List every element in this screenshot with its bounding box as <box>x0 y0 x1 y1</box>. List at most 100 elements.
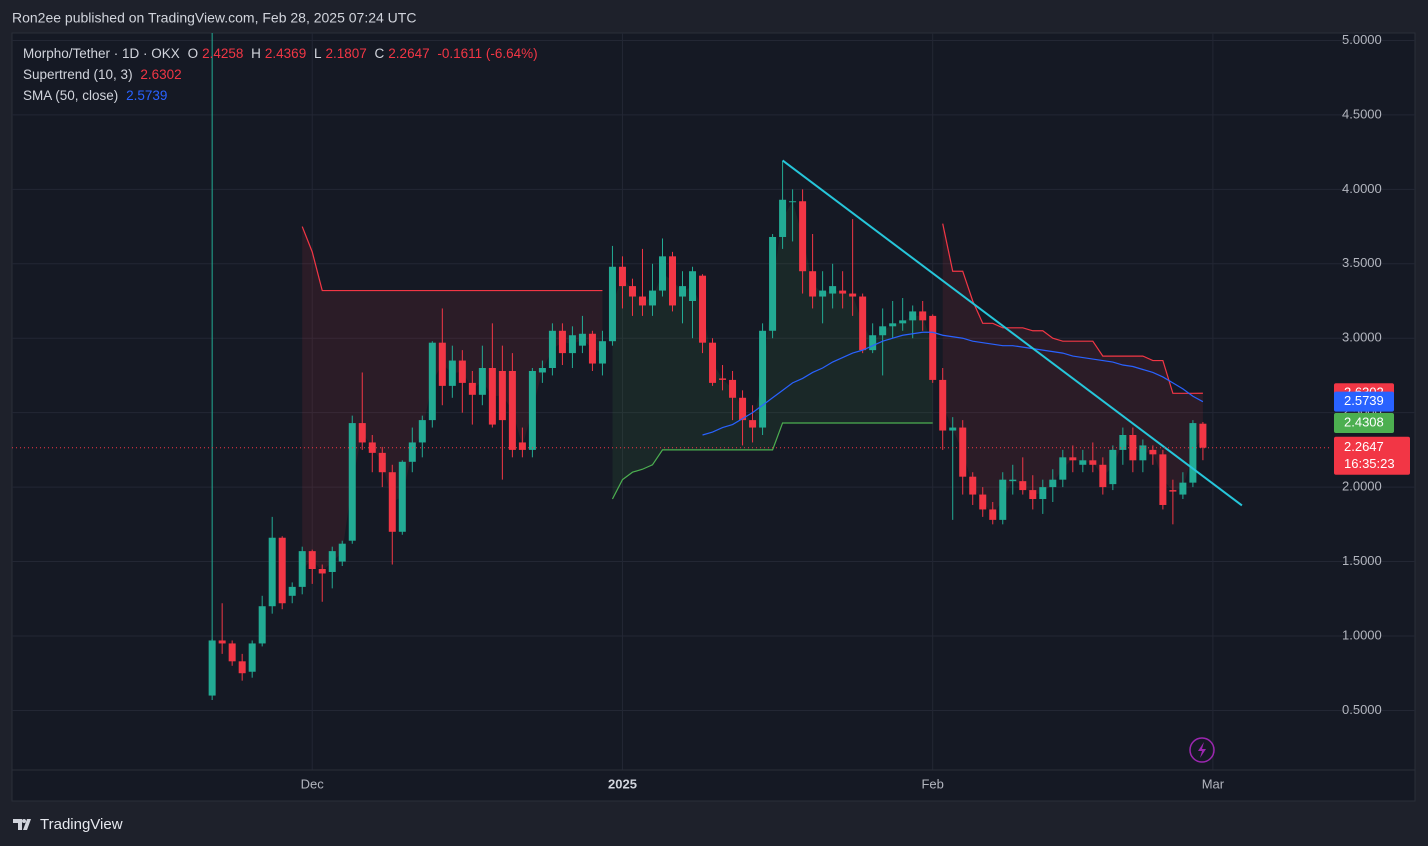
candle-body <box>388 472 396 532</box>
candle-body <box>358 423 366 443</box>
candle-body <box>889 323 897 327</box>
brand: TradingView <box>40 816 123 833</box>
y-tick-label: 0.5000 <box>1342 702 1382 717</box>
candle-body <box>598 341 606 364</box>
candle-body <box>258 606 266 644</box>
legend: Morpho/Tether · 1D · OKX O 2.4258 H 2.4369… <box>23 43 542 106</box>
candle-body <box>558 330 566 354</box>
candle-body <box>789 201 797 203</box>
ohlc-value: 2.2647 <box>388 46 430 61</box>
candle-body <box>1189 423 1197 483</box>
candle-body <box>719 378 727 380</box>
y-tick-label: 4.0000 <box>1342 181 1382 196</box>
candle-body <box>518 442 526 450</box>
candle-body <box>849 293 857 297</box>
y-tick-label: 4.5000 <box>1342 106 1382 121</box>
candle-body <box>278 537 286 604</box>
alert-icon[interactable] <box>1189 737 1215 763</box>
chart-panel <box>11 32 1416 802</box>
candle-body <box>1059 457 1067 480</box>
candle-body <box>568 335 576 354</box>
candle-body <box>458 360 466 383</box>
candle-body <box>438 342 446 386</box>
candle-body <box>679 286 687 297</box>
supertrend-up <box>611 422 933 500</box>
indicator-value: 2.5739 <box>126 88 168 103</box>
ohlc-key: O <box>187 46 199 61</box>
candle-body <box>618 266 626 287</box>
trend-fill <box>612 201 933 500</box>
candle-body <box>418 420 426 443</box>
symbol: Morpho/Tether · 1D · OKX <box>23 46 180 61</box>
candle-body <box>608 266 616 342</box>
candle-body <box>1009 479 1017 482</box>
plot: 0.50001.00001.50002.00002.50003.00003.50… <box>12 32 1415 791</box>
candle-body <box>398 461 406 532</box>
candle-body <box>809 271 817 297</box>
ohlc-value: 2.4258 <box>202 46 244 61</box>
candle-body <box>819 290 827 297</box>
legend-row: Morpho/Tether · 1D · OKX O 2.4258 H 2.4369… <box>23 43 542 64</box>
candle-body <box>218 640 226 644</box>
candle-body <box>588 333 596 364</box>
candle-body <box>288 586 296 596</box>
candle-body <box>1019 481 1027 491</box>
candle-body <box>208 640 216 696</box>
trend-fill <box>302 226 603 572</box>
candle-body <box>268 537 276 607</box>
candle-body <box>528 370 536 450</box>
alert-bolt[interactable] <box>1198 742 1206 758</box>
candle-body <box>248 643 256 672</box>
candle-body <box>969 476 977 495</box>
candle-body <box>999 479 1007 520</box>
supertrend-up-label: 2.4308 <box>1344 414 1384 429</box>
candle-body <box>739 397 747 421</box>
candle-body <box>729 379 737 398</box>
sma-label-bg <box>1334 391 1394 412</box>
ohlc-key: H <box>251 46 261 61</box>
candle-body <box>468 382 476 395</box>
candle-body <box>628 286 636 297</box>
trendline <box>781 159 1243 507</box>
supertrend-down <box>301 223 1203 394</box>
sma-label: 2.5739 <box>1344 393 1384 408</box>
candle-body <box>939 379 947 431</box>
x-tick-label: Mar <box>1202 776 1225 791</box>
candle-body <box>899 320 907 324</box>
trend-fill <box>942 223 1203 515</box>
candle-body <box>1179 482 1187 495</box>
price-label: 2.2647 <box>1344 439 1384 454</box>
candle-body <box>689 271 697 301</box>
logo-icon <box>13 819 31 830</box>
alert-circle[interactable] <box>1189 737 1215 763</box>
x-tick-label: 2025 <box>608 776 637 791</box>
candle-body <box>1029 490 1037 500</box>
candle-body <box>1099 464 1107 488</box>
price-label-bg <box>1334 436 1410 475</box>
candle-body <box>428 342 436 421</box>
candle-body <box>1119 435 1127 450</box>
candle-body <box>829 286 837 294</box>
candle-body <box>348 423 356 541</box>
candle-body <box>879 326 887 336</box>
candle-body <box>959 427 967 477</box>
candle-body <box>408 442 416 462</box>
candle-body <box>308 551 316 569</box>
ohlc-key: C <box>374 46 385 61</box>
candle-body <box>1159 454 1167 505</box>
candle-body <box>1049 479 1057 488</box>
candle-body <box>1139 445 1147 461</box>
logo <box>13 819 31 830</box>
candle-body <box>488 368 496 425</box>
candle-body <box>638 296 646 306</box>
candle-body <box>1079 460 1087 465</box>
candle-body <box>1069 457 1077 461</box>
indicator-name: SMA (50, close) <box>23 88 119 103</box>
candle-body <box>548 330 556 368</box>
candle-body <box>238 661 246 674</box>
candle-body <box>478 368 486 395</box>
candle-body <box>648 290 656 306</box>
candle-body <box>298 551 306 587</box>
ohlc-value: 2.1807 <box>325 46 367 61</box>
